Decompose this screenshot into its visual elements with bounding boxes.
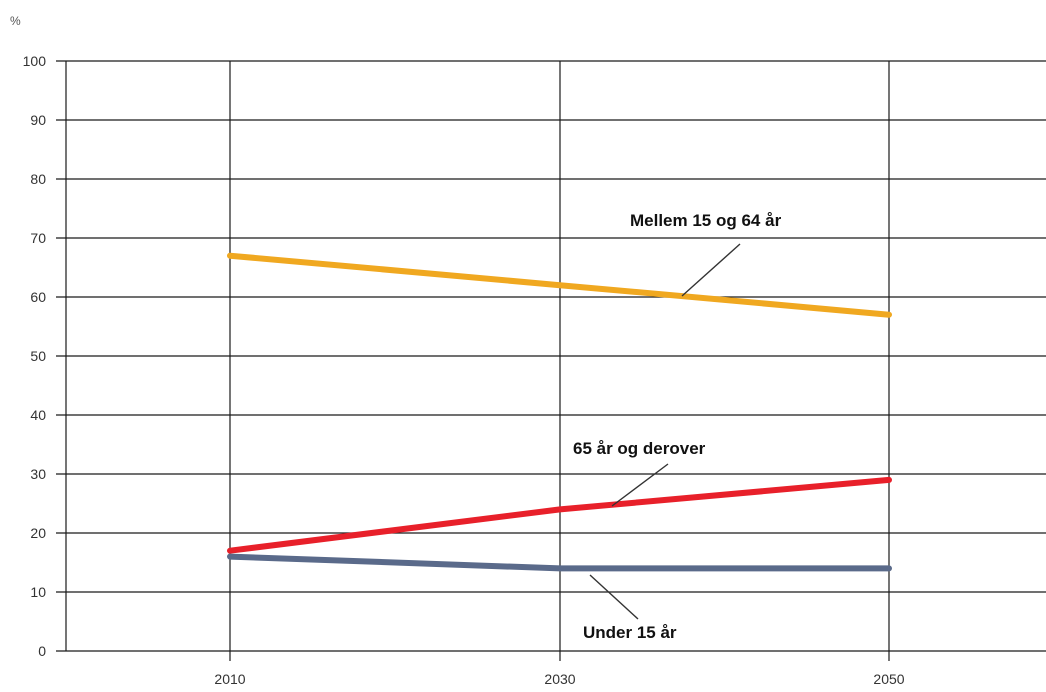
grid-layer xyxy=(56,60,1046,661)
series-layer xyxy=(227,252,892,572)
y-unit-label: % xyxy=(10,14,21,28)
series-label-leader xyxy=(589,574,639,620)
y-tick-label: 60 xyxy=(30,289,46,305)
series-label: 65 år og derover xyxy=(573,439,706,458)
y-tick-label: 70 xyxy=(30,230,46,246)
y-tick-label: 50 xyxy=(30,348,46,364)
y-axis-ticks: 0 10 20 30 40 50 60 70 80 90 100 xyxy=(23,53,47,659)
y-tick-label: 20 xyxy=(30,525,46,541)
series-label-leader xyxy=(611,463,669,507)
x-tick-label: 2010 xyxy=(214,671,245,687)
x-tick-label: 2030 xyxy=(544,671,575,687)
x-axis-ticks: 2010 2030 2050 xyxy=(214,671,904,687)
series-labels: Mellem 15 og 64 år 65 år og derover Under … xyxy=(573,211,782,642)
y-tick-label: 100 xyxy=(23,53,47,69)
series-label: Under 15 år xyxy=(583,623,677,642)
y-tick-label: 0 xyxy=(38,643,46,659)
x-tick-label: 2050 xyxy=(873,671,904,687)
y-tick-label: 10 xyxy=(30,584,46,600)
y-tick-label: 80 xyxy=(30,171,46,187)
y-tick-label: 30 xyxy=(30,466,46,482)
y-tick-label: 90 xyxy=(30,112,46,128)
y-tick-label: 40 xyxy=(30,407,46,423)
series-label: Mellem 15 og 64 år xyxy=(630,211,782,230)
series-label-leader xyxy=(681,243,741,297)
